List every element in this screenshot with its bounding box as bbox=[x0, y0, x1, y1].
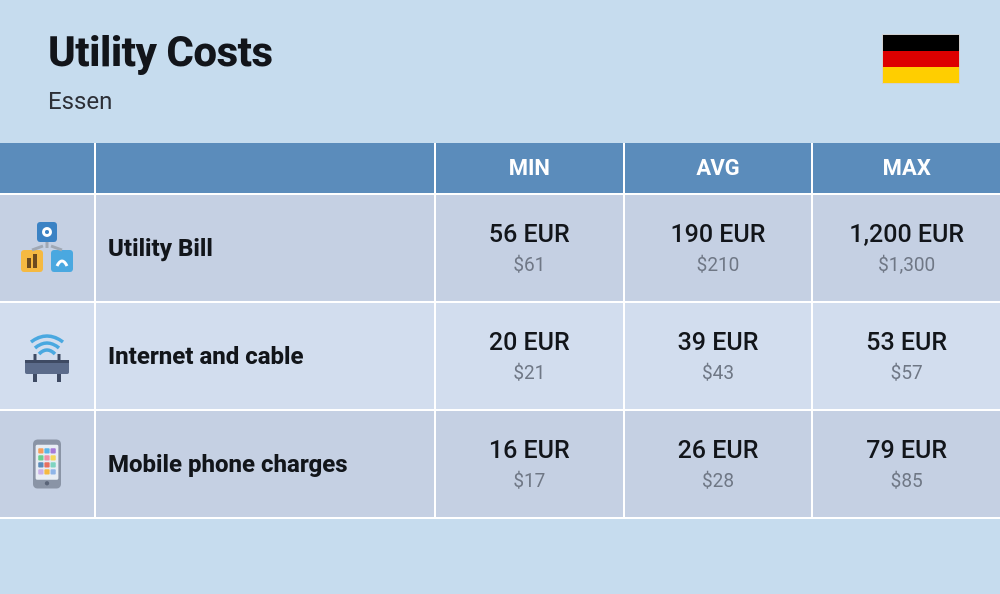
costs-table: MIN AVG MAX bbox=[0, 143, 1000, 594]
row-avg-cell: 190 EUR $210 bbox=[625, 195, 814, 303]
row-max-cell: 79 EUR $85 bbox=[813, 411, 1000, 519]
row-icon-cell bbox=[0, 303, 96, 411]
row-min-cell: 56 EUR $61 bbox=[436, 195, 625, 303]
table-header-row: MIN AVG MAX bbox=[0, 143, 1000, 195]
utility-bill-icon bbox=[15, 216, 79, 280]
page-title: Utility Costs bbox=[48, 28, 273, 77]
value-secondary: $210 bbox=[697, 253, 740, 276]
row-min-cell: 16 EUR $17 bbox=[436, 411, 625, 519]
row-icon-cell bbox=[0, 411, 96, 519]
col-header-max: MAX bbox=[813, 143, 1000, 195]
header-text-block: Utility Costs Essen bbox=[48, 28, 273, 115]
row-icon-cell bbox=[0, 195, 96, 303]
col-header-icon bbox=[0, 143, 96, 195]
value-secondary: $1,300 bbox=[878, 253, 935, 276]
value-primary: 20 EUR bbox=[489, 328, 570, 357]
value-secondary: $17 bbox=[513, 469, 545, 492]
table-row: Mobile phone charges 16 EUR $17 26 EUR $… bbox=[0, 411, 1000, 519]
value-primary: 56 EUR bbox=[489, 220, 570, 249]
col-header-min: MIN bbox=[436, 143, 625, 195]
value-primary: 16 EUR bbox=[489, 436, 570, 465]
value-primary: 26 EUR bbox=[678, 436, 759, 465]
col-header-avg: AVG bbox=[625, 143, 814, 195]
value-secondary: $43 bbox=[702, 361, 734, 384]
row-label: Internet and cable bbox=[96, 303, 436, 411]
germany-flag-icon bbox=[882, 34, 960, 84]
table-row: Internet and cable 20 EUR $21 39 EUR $43… bbox=[0, 303, 1000, 411]
row-avg-cell: 26 EUR $28 bbox=[625, 411, 814, 519]
value-secondary: $21 bbox=[513, 361, 545, 384]
page-root: Utility Costs Essen MIN AVG MAX bbox=[0, 0, 1000, 594]
value-primary: 79 EUR bbox=[866, 436, 947, 465]
flag-stripe-red bbox=[883, 51, 959, 67]
value-primary: 190 EUR bbox=[670, 220, 765, 249]
value-primary: 53 EUR bbox=[866, 328, 947, 357]
row-max-cell: 1,200 EUR $1,300 bbox=[813, 195, 1000, 303]
value-secondary: $28 bbox=[702, 469, 734, 492]
col-header-label bbox=[96, 143, 436, 195]
row-label: Utility Bill bbox=[96, 195, 436, 303]
row-label: Mobile phone charges bbox=[96, 411, 436, 519]
row-min-cell: 20 EUR $21 bbox=[436, 303, 625, 411]
table-row: Utility Bill 56 EUR $61 190 EUR $210 1,2… bbox=[0, 195, 1000, 303]
page-subtitle: Essen bbox=[48, 87, 273, 115]
value-secondary: $57 bbox=[891, 361, 923, 384]
internet-cable-icon bbox=[15, 324, 79, 388]
value-primary: 39 EUR bbox=[678, 328, 759, 357]
row-avg-cell: 39 EUR $43 bbox=[625, 303, 814, 411]
value-secondary: $61 bbox=[513, 253, 545, 276]
row-max-cell: 53 EUR $57 bbox=[813, 303, 1000, 411]
value-secondary: $85 bbox=[891, 469, 923, 492]
flag-stripe-black bbox=[883, 35, 959, 51]
flag-stripe-gold bbox=[883, 67, 959, 83]
mobile-phone-icon bbox=[15, 432, 79, 496]
value-primary: 1,200 EUR bbox=[849, 220, 964, 249]
page-header: Utility Costs Essen bbox=[0, 0, 1000, 143]
